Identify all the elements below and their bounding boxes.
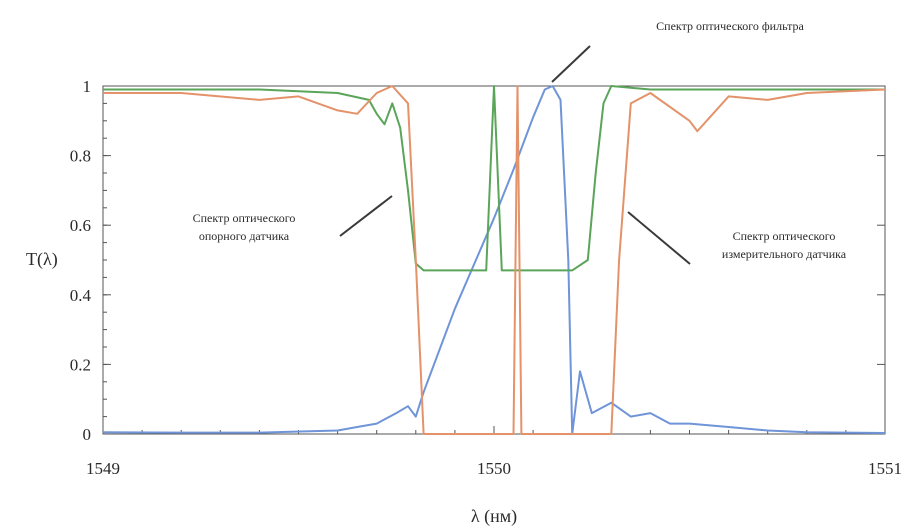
x-tick-label: 1550 (477, 459, 511, 478)
axis-ticks: 0 0.2 0.4 0.6 0.8 1 1549 1550 1551 (70, 77, 902, 478)
y-axis-title: T(λ) (26, 249, 58, 270)
annotation-text: Спектр оптического (733, 229, 836, 243)
annotation-leader-line (551, 45, 591, 83)
series-line-measuring (103, 85, 886, 435)
y-tick-label: 0 (83, 425, 92, 444)
annotation-leader-line (627, 211, 691, 265)
series-lines (102, 85, 886, 435)
annotation-text: опорного датчика (199, 229, 290, 243)
series-line-reference (103, 85, 885, 272)
annotations: Спектр оптического фильтра Спектр оптичес… (193, 19, 847, 265)
x-tick-label: 1549 (86, 459, 120, 478)
y-tick-label: 0.2 (70, 355, 91, 374)
x-tick-label: 1551 (868, 459, 902, 478)
y-tick-label: 0.6 (70, 216, 91, 235)
y-tick-label: 0.8 (70, 147, 91, 166)
y-tick-label: 1 (83, 77, 92, 96)
annotation-text: Спектр оптического (193, 211, 296, 225)
series-line-filter (102, 85, 886, 435)
x-axis-title: λ (нм) (471, 506, 517, 526)
y-tick-label: 0.4 (70, 286, 92, 305)
annotation-leader-line (339, 195, 393, 237)
annotation-text: измерительного датчика (722, 247, 847, 261)
annotation-text: Спектр оптического фильтра (656, 19, 804, 33)
